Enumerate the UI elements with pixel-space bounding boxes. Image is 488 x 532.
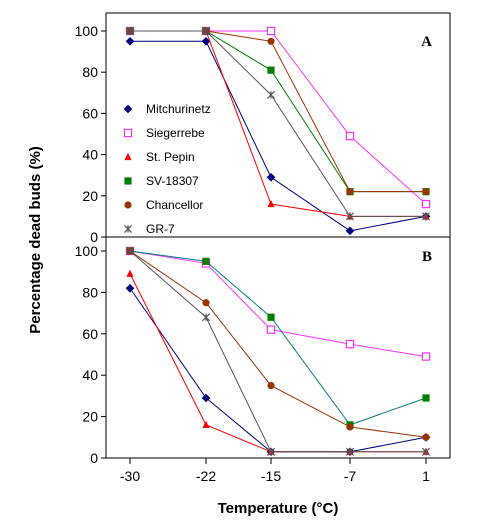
panel-a-y-tick-label: 80 [82, 64, 98, 80]
x-tick-label: -22 [196, 468, 216, 484]
data-point [125, 283, 135, 293]
legend-item-st-pepin: St. Pepin [124, 150, 195, 164]
panel-b-series-chancellor [126, 247, 430, 441]
legend-marker [123, 128, 133, 138]
series-line [130, 30, 426, 217]
x-axis-title: Temperature (°C) [218, 500, 339, 517]
panel-a-label: A [421, 34, 432, 50]
legend-label: SV-18307 [146, 174, 199, 188]
data-point [267, 381, 275, 390]
data-point [267, 313, 275, 321]
x-tick-label: -15 [261, 468, 281, 484]
data-point [345, 226, 355, 236]
panel-b-series-mitchurinetz [125, 283, 431, 457]
series-line [130, 30, 426, 217]
data-point [421, 447, 431, 456]
data-point [345, 339, 355, 349]
data-point [201, 36, 211, 46]
panel-b-series-st-pepin [126, 269, 430, 455]
data-point [422, 188, 430, 196]
series-line [129, 250, 427, 426]
data-point [201, 313, 211, 322]
legend-item-siegerrebe: Siegerrebe [123, 126, 205, 140]
data-point [125, 26, 135, 36]
panel-b-frame [105, 236, 451, 459]
panel-b-y-tick-label: 0 [90, 450, 98, 466]
series-line [129, 273, 426, 453]
legend-label: GR-7 [146, 222, 175, 236]
data-point [201, 393, 211, 403]
x-tick-label: 1 [422, 468, 430, 484]
panel-b: 0 20 40 60 80 100 B [75, 236, 451, 466]
data-point [266, 90, 276, 99]
panel-a-y-tick-label: 20 [82, 188, 98, 204]
data-point [421, 212, 431, 221]
panel-a-series-gr-7 [125, 26, 431, 221]
data-point [202, 299, 210, 307]
data-point [267, 199, 275, 208]
data-point [266, 325, 276, 334]
legend-item-gr-7: GR-7 [123, 222, 175, 236]
legend-label: Siegerrebe [146, 126, 205, 140]
data-point [422, 433, 430, 441]
data-point [421, 199, 431, 209]
legend-marker [124, 201, 132, 209]
data-point [266, 172, 276, 182]
data-point [345, 447, 355, 456]
legend-item-sv-18307: SV-18307 [124, 174, 199, 188]
legend-label: Chancellor [146, 198, 203, 212]
panel-a-series-st-pepin [126, 26, 430, 220]
legend-label: Mitchurinetz [146, 102, 211, 116]
legend-item-mitchurinetz: Mitchurinetz [123, 102, 211, 116]
x-tick-label: -7 [344, 468, 357, 484]
legend-marker [124, 152, 132, 161]
panel-a-y-tick-label: 60 [82, 105, 98, 121]
data-point [345, 131, 355, 141]
legend-label: St. Pepin [146, 150, 195, 164]
legend-marker [124, 177, 132, 185]
y-axis-title: Percentage dead buds (%) [27, 146, 44, 334]
data-point [202, 257, 210, 265]
panel-b-y-tick-label: 20 [82, 409, 98, 425]
data-point [346, 188, 354, 196]
legend-marker [123, 224, 133, 234]
panel-a-series-mitchurinetz [125, 36, 431, 236]
data-point [202, 420, 210, 428]
data-point [345, 212, 355, 221]
data-point [421, 352, 431, 361]
series-line [129, 250, 427, 438]
panel-a-y-tick-label: 0 [90, 229, 98, 245]
panel-a: 0 20 40 60 80 100 A [75, 12, 451, 245]
panel-b-y-tick-label: 60 [82, 326, 98, 342]
data-point [125, 246, 135, 256]
data-point [201, 26, 211, 36]
data-point [422, 394, 430, 402]
x-axis: -30 -22 -15 -7 1 [120, 458, 430, 484]
panel-a-y-tick-label: 100 [75, 23, 99, 39]
panel-b-series-gr-7 [125, 246, 431, 456]
panel-a-y-tick-label: 40 [82, 147, 98, 163]
panel-b-y-tick-label: 40 [82, 367, 98, 383]
data-point [125, 36, 135, 46]
data-point [267, 37, 275, 45]
series-line [129, 287, 427, 453]
panel-b-label: B [422, 249, 432, 265]
x-tick-label: -30 [120, 468, 140, 484]
panel-b-series-sv-18307 [126, 247, 430, 429]
series-line [129, 250, 427, 358]
data-point [346, 423, 354, 431]
panel-b-y-tick-label: 80 [82, 284, 98, 300]
data-point [266, 26, 276, 36]
legend-item-chancellor: Chancellor [124, 198, 203, 212]
legend-marker [123, 104, 133, 114]
data-point [266, 447, 276, 456]
panel-b-y-tick-label: 100 [75, 243, 99, 259]
data-point [126, 269, 134, 277]
legend: Mitchurinetz Siegerrebe St. Pepin SV-18307 C… [123, 102, 211, 236]
data-point [267, 66, 275, 74]
panel-b-series-siegerrebe [125, 246, 431, 361]
